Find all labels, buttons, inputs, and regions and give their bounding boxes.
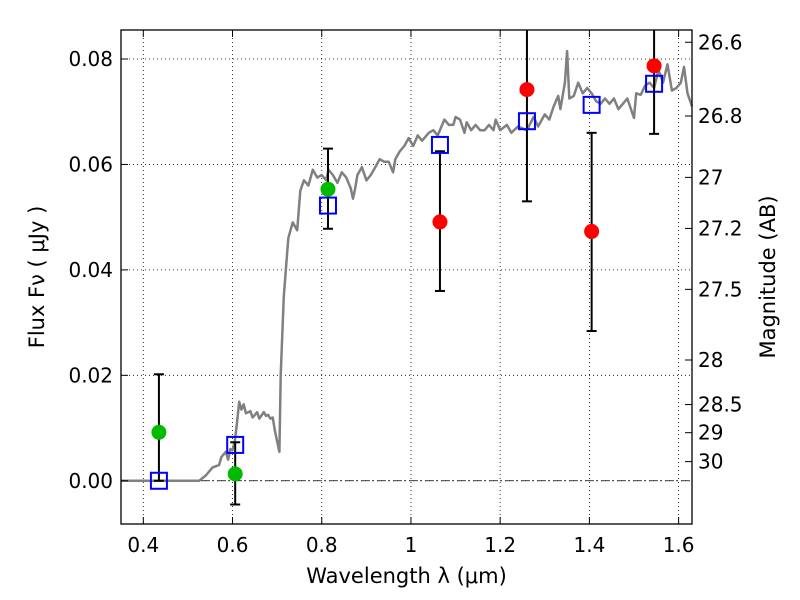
x-tick-label: 1.4 bbox=[573, 533, 605, 557]
right-tick-label: 28.5 bbox=[698, 393, 743, 417]
model-sed-line bbox=[121, 51, 692, 481]
x-tick-label: 0.4 bbox=[127, 533, 159, 557]
right-tick-label: 27 bbox=[698, 165, 723, 189]
x-tick-label: 1 bbox=[405, 533, 418, 557]
x-tick-label: 1.6 bbox=[663, 533, 695, 557]
y-tick-label: 0.02 bbox=[68, 363, 113, 387]
y-axis-label: Flux Fν ( μJy ) bbox=[25, 206, 49, 349]
x-tick-label: 0.6 bbox=[217, 533, 249, 557]
y-tick-label: 0.08 bbox=[68, 47, 113, 71]
x-tick-label: 0.8 bbox=[306, 533, 338, 557]
right-tick-label: 30 bbox=[698, 450, 723, 474]
model-band-square bbox=[584, 97, 600, 113]
right-axis-label: Magnitude (AB) bbox=[756, 195, 780, 358]
plot-series bbox=[121, 30, 692, 504]
y-tick-label: 0.00 bbox=[68, 469, 113, 493]
x-tick-label: 1.2 bbox=[484, 533, 516, 557]
x-axis-label: Wavelength λ (μm) bbox=[306, 564, 507, 588]
axes-ticks: 0.4 0.6 0.8 1 1.2 1.4 1.6 0.00 0.02 0.04 0.06 0.08 2… bbox=[68, 30, 742, 557]
y-tick-label: 0.06 bbox=[68, 152, 113, 176]
plot-frame bbox=[121, 30, 692, 524]
observed-point bbox=[647, 59, 661, 73]
right-tick-label: 26.6 bbox=[698, 30, 743, 54]
grid-lines bbox=[121, 30, 692, 524]
observed-point bbox=[520, 83, 534, 97]
right-tick-label: 26.8 bbox=[698, 104, 743, 128]
sed-chart: 0.4 0.6 0.8 1 1.2 1.4 1.6 0.00 0.02 0.04 0.06 0.08 2… bbox=[0, 0, 800, 600]
observed-point bbox=[152, 425, 166, 439]
right-tick-label: 27.2 bbox=[698, 216, 743, 240]
observed-point bbox=[228, 467, 242, 481]
right-tick-label: 29 bbox=[698, 421, 723, 445]
observed-point bbox=[433, 215, 447, 229]
observed-point bbox=[585, 224, 599, 238]
right-tick-label: 28 bbox=[698, 348, 723, 372]
observed-point bbox=[321, 182, 335, 196]
right-tick-label: 27.5 bbox=[698, 277, 743, 301]
y-tick-label: 0.04 bbox=[68, 258, 113, 282]
